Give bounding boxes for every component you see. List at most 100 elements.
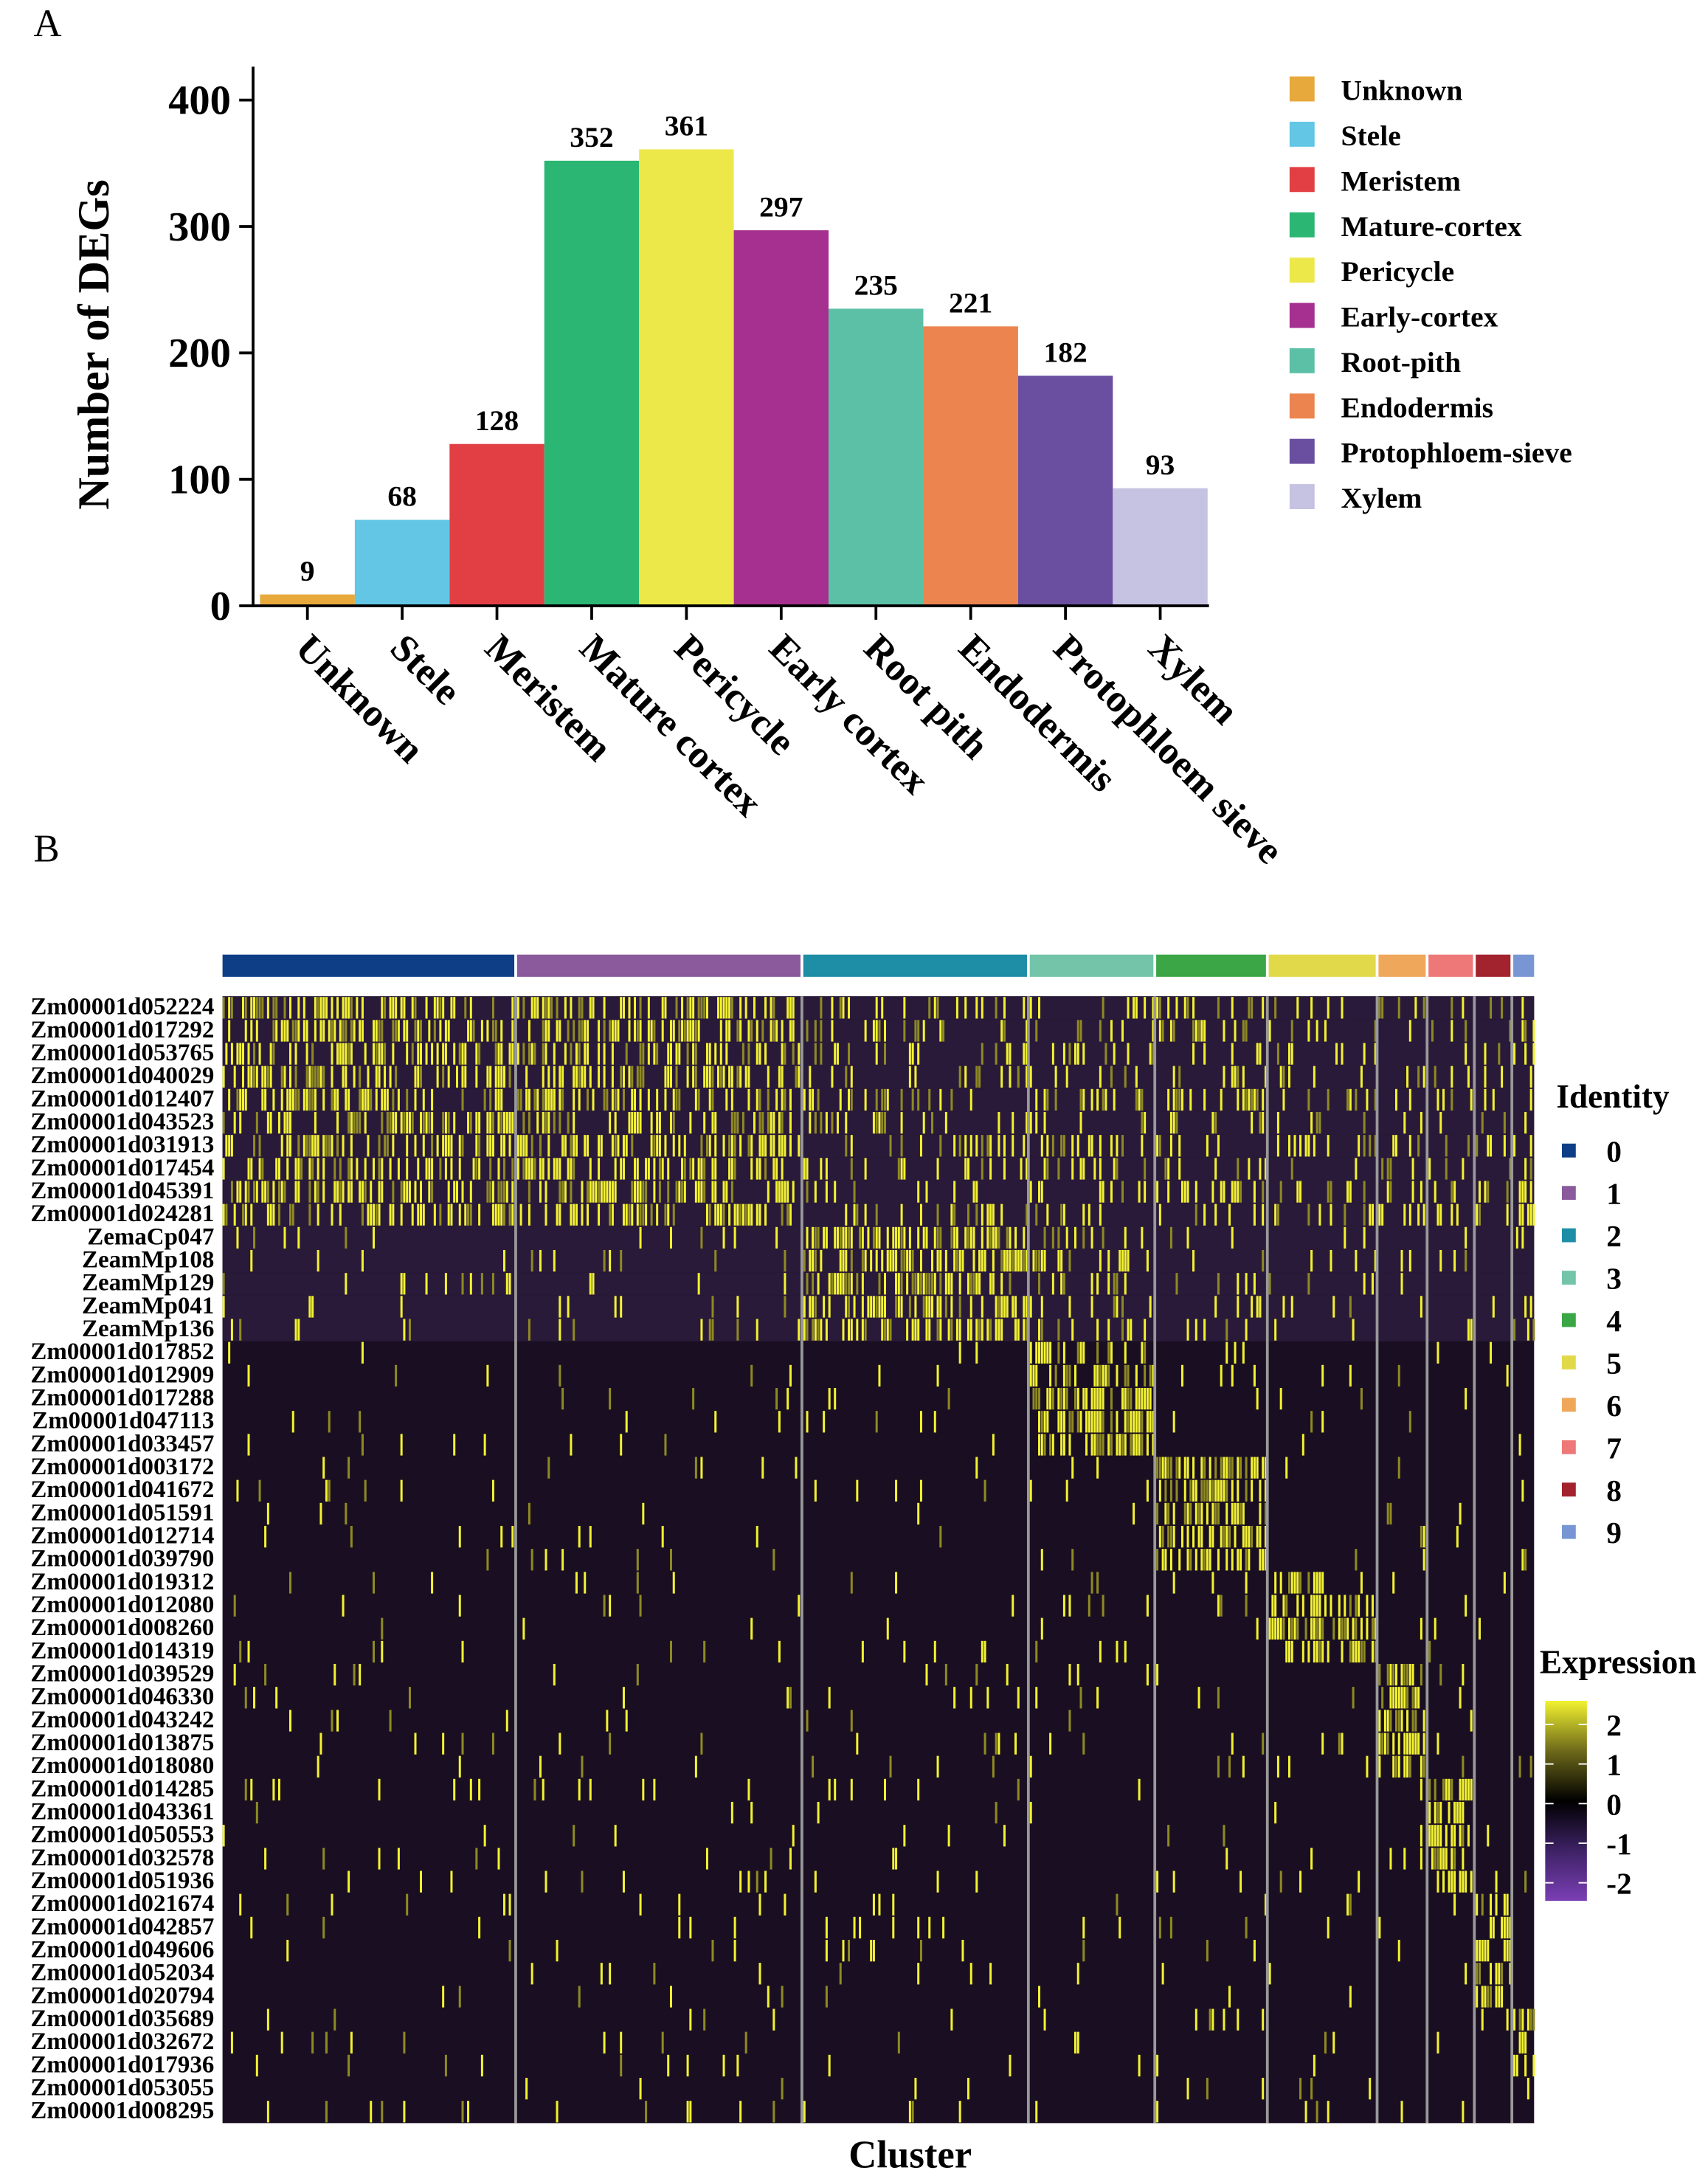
heatmap-cell [297, 997, 300, 1019]
heatmap-cell [1096, 1088, 1099, 1111]
heatmap-cell [622, 1871, 625, 1893]
heatmap-cell [1307, 1020, 1310, 1042]
heatmap-cell [570, 1203, 573, 1226]
heatmap-cell [553, 1065, 556, 1088]
heatmap-cell [530, 1158, 533, 1180]
heatmap-cell [331, 1135, 333, 1157]
heatmap-cell [1400, 1273, 1403, 1295]
heatmap-cell [1029, 1479, 1032, 1502]
heatmap-cell [995, 1319, 998, 1341]
heatmap-cell [692, 1065, 695, 1088]
heatmap-cell [897, 1296, 900, 1318]
heatmap-cell [458, 1595, 461, 1617]
heatmap-cell [381, 1158, 384, 1180]
heatmap-cell [250, 1778, 253, 1801]
heatmap-cell [925, 1273, 928, 1295]
heatmap-cell [831, 1273, 834, 1295]
heatmap-cell [1251, 1525, 1254, 1548]
heatmap-cell [900, 1273, 903, 1295]
heatmap-cell [269, 1111, 272, 1134]
heatmap-cell [420, 1181, 423, 1203]
heatmap-cell [236, 1479, 239, 1502]
heatmap-cell [1023, 1319, 1026, 1341]
heatmap-cell [1000, 1065, 1003, 1088]
heatmap-cell [848, 1319, 851, 1341]
heatmap-cell [711, 1319, 714, 1341]
heatmap-cell [469, 1020, 472, 1042]
heatmap-cell [564, 1135, 567, 1157]
heatmap-cell [1003, 1296, 1006, 1318]
heatmap-cell [903, 997, 906, 1019]
heatmap-cell [1259, 1549, 1262, 1571]
heatmap-cell [672, 1572, 675, 1594]
heatmap-cell [653, 1181, 656, 1203]
heatmap-cell [1371, 1595, 1374, 1617]
heatmap-cell [261, 1181, 264, 1203]
heatmap-cell [1237, 1158, 1239, 1180]
heatmap-cell [814, 1111, 817, 1134]
heatmap-cell [789, 1020, 792, 1042]
heatmap-cell [1082, 1733, 1085, 1755]
heatmap-cell [378, 1778, 381, 1801]
heatmap-cell [1035, 1111, 1038, 1134]
heatmap-cell [522, 1043, 525, 1065]
heatmap-cell [372, 1203, 376, 1226]
heatmap-cell [823, 1226, 826, 1249]
heatmap-cell [1096, 1411, 1099, 1433]
heatmap-cell [1321, 1733, 1324, 1755]
heatmap-cell [1124, 1341, 1127, 1364]
heatmap-cell [1248, 1525, 1251, 1548]
heatmap-cell [919, 1939, 922, 1962]
heatmap-cell [516, 997, 519, 1019]
heatmap-cell [584, 1043, 587, 1065]
heatmap-cell [1068, 1364, 1071, 1387]
heatmap-cell [547, 1020, 550, 1042]
heatmap-cell [1304, 1617, 1307, 1640]
heatmap-cell [1121, 1020, 1124, 1042]
heatmap-cell [1231, 1065, 1234, 1088]
heatmap-cell [1453, 1848, 1456, 1870]
heatmap-cell [1026, 1296, 1028, 1318]
heatmap-cell [233, 1111, 236, 1134]
heatmap-cell [364, 1111, 367, 1134]
heatmap-cell [458, 1203, 461, 1226]
heatmap-cell [1318, 1111, 1321, 1134]
heatmap-cell [1490, 1986, 1493, 2008]
heatmap-cell [1017, 1319, 1020, 1341]
heatmap-cell [559, 1319, 561, 1341]
heatmap-cell [983, 1733, 986, 1755]
heatmap-cell [1310, 1617, 1313, 1640]
heatmap-cell [1149, 1411, 1152, 1433]
heatmap-cell [1439, 1249, 1442, 1272]
heatmap-cell [1264, 1479, 1267, 1502]
heatmap-cell [878, 1226, 881, 1249]
heatmap-cell [522, 1135, 525, 1157]
heatmap-cell [705, 1203, 708, 1226]
heatmap-cell [995, 997, 998, 1019]
heatmap-cell [1116, 1135, 1119, 1157]
heatmap-cell [314, 1135, 317, 1157]
heatmap-cell [1264, 1065, 1267, 1088]
heatmap-cell [567, 1020, 570, 1042]
heatmap-cell [975, 1457, 978, 1479]
heatmap-cell [817, 1088, 820, 1111]
heatmap-cell [478, 1778, 481, 1801]
heatmap-cell [505, 1111, 508, 1134]
heatmap-cell [730, 1111, 733, 1134]
heatmap-cell [559, 1203, 561, 1226]
heatmap-cell [817, 1226, 820, 1249]
heatmap-cell [953, 1249, 956, 1272]
heatmap-cell [1366, 1755, 1369, 1778]
heatmap-cell [1158, 1479, 1161, 1502]
heatmap-cell [1127, 1364, 1130, 1387]
heatmap-cell [586, 1181, 589, 1203]
heatmap-cell [611, 1043, 614, 1065]
heatmap-cell [230, 997, 233, 1019]
heatmap-cell [986, 1687, 989, 1709]
heatmap-cell [1121, 1387, 1124, 1410]
heatmap-cell [453, 1778, 456, 1801]
heatmap-cell [1167, 997, 1170, 1019]
heatmap-cell [1099, 1065, 1102, 1088]
heatmap-cell [353, 1111, 356, 1134]
heatmap-cell [491, 1479, 494, 1502]
